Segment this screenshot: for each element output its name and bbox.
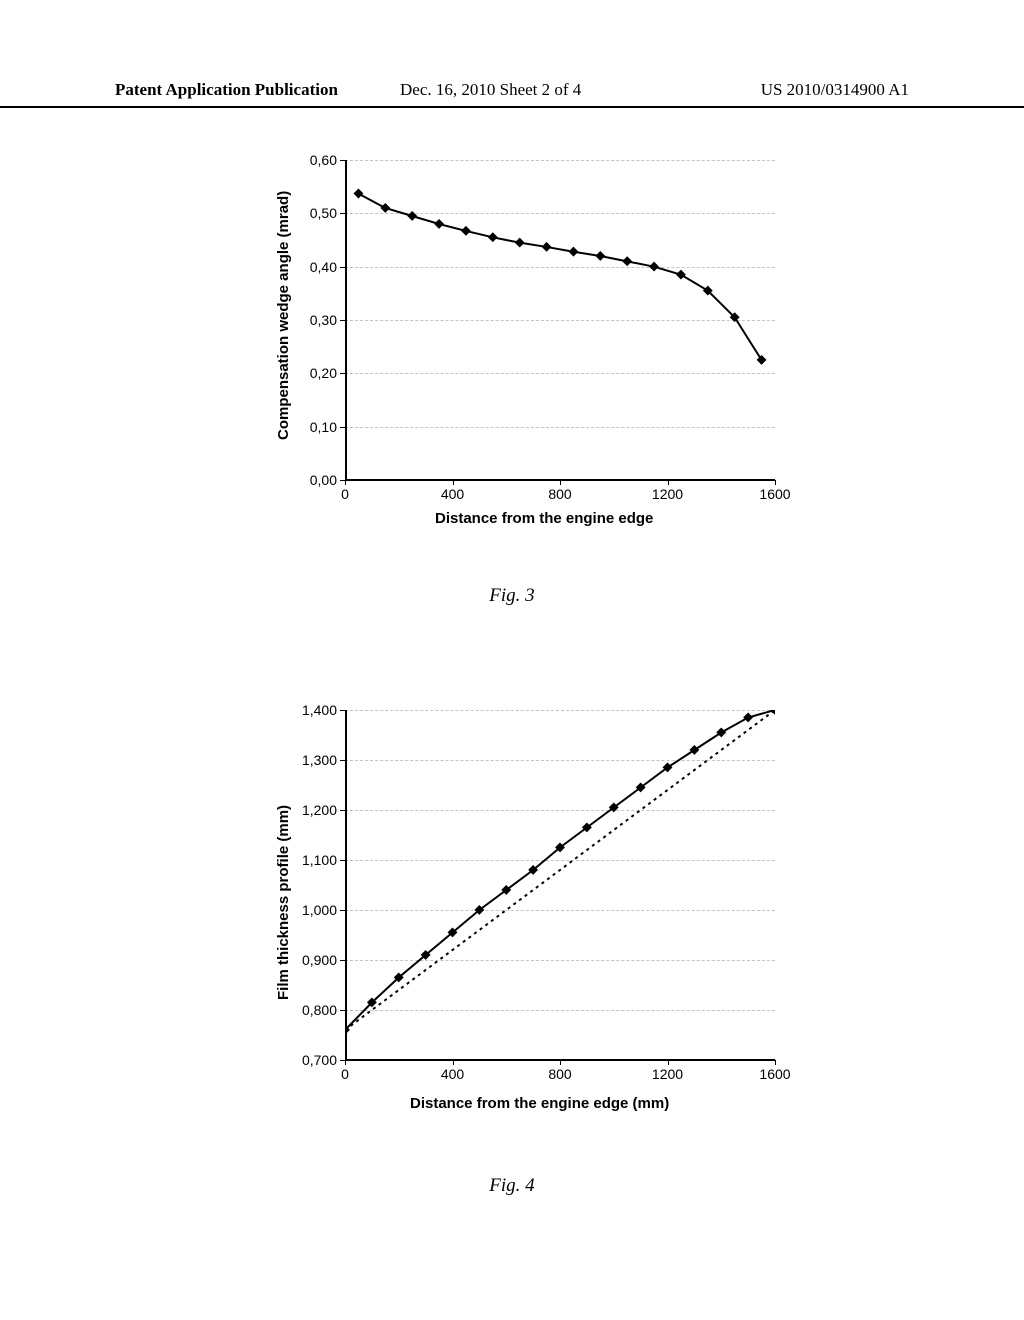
x-tick-mark	[345, 1060, 346, 1065]
x-tick-mark	[345, 480, 346, 485]
x-tick-mark	[560, 480, 561, 485]
x-tick-label: 0	[325, 1066, 365, 1082]
y-tick-label: 1,400	[287, 702, 337, 718]
y-tick-label: 0,60	[287, 152, 337, 168]
plot-svg	[345, 160, 775, 480]
diamond-marker	[434, 219, 444, 229]
x-tick-mark	[775, 480, 776, 485]
x-tick-label: 400	[433, 486, 473, 502]
diamond-marker	[622, 256, 632, 266]
fig4-plot-area: 0,7000,8000,9001,0001,1001,2001,3001,400…	[345, 710, 775, 1060]
x-tick-label: 800	[540, 486, 580, 502]
diamond-marker	[488, 232, 498, 242]
fig4-caption: Fig. 4	[0, 1175, 1024, 1197]
x-tick-mark	[775, 1060, 776, 1065]
y-tick-label: 0,40	[287, 259, 337, 275]
x-tick-mark	[668, 1060, 669, 1065]
diamond-marker	[515, 238, 525, 248]
x-tick-label: 1200	[648, 1066, 688, 1082]
y-tick-label: 0,50	[287, 205, 337, 221]
x-tick-label: 1600	[755, 1066, 795, 1082]
y-tick-label: 0,20	[287, 365, 337, 381]
page-header: Patent Application Publication Dec. 16, …	[0, 82, 1024, 108]
x-tick-mark	[453, 1060, 454, 1065]
x-tick-label: 1200	[648, 486, 688, 502]
y-tick-label: 1,300	[287, 752, 337, 768]
diamond-marker	[461, 226, 471, 236]
y-tick-label: 0,800	[287, 1002, 337, 1018]
fig3-xlabel: Distance from the engine edge	[435, 510, 653, 527]
page: Patent Application Publication Dec. 16, …	[0, 0, 1024, 1320]
series-line	[345, 710, 775, 1030]
diamond-marker	[676, 270, 686, 280]
x-tick-label: 800	[540, 1066, 580, 1082]
header-mid-text: Dec. 16, 2010 Sheet 2 of 4	[400, 80, 581, 100]
diamond-marker	[353, 189, 363, 199]
diamond-marker	[649, 262, 659, 272]
fig3-caption: Fig. 3	[0, 585, 1024, 607]
y-tick-label: 0,900	[287, 952, 337, 968]
x-tick-mark	[453, 480, 454, 485]
x-tick-mark	[560, 1060, 561, 1065]
diamond-marker	[568, 247, 578, 257]
header-left-text: Patent Application Publication	[115, 80, 338, 100]
x-tick-label: 0	[325, 486, 365, 502]
y-tick-label: 1,200	[287, 802, 337, 818]
y-tick-label: 1,000	[287, 902, 337, 918]
y-tick-label: 0,10	[287, 419, 337, 435]
plot-svg	[345, 710, 775, 1060]
x-tick-mark	[668, 480, 669, 485]
fig3-plot-area: 0,000,100,200,300,400,500,60040080012001…	[345, 160, 775, 480]
diamond-marker	[743, 712, 753, 722]
diamond-marker	[542, 242, 552, 252]
series-line	[358, 194, 761, 360]
header-right-text: US 2010/0314900 A1	[761, 80, 909, 100]
diamond-marker	[407, 211, 417, 221]
y-tick-label: 1,100	[287, 852, 337, 868]
diamond-marker	[757, 355, 767, 365]
y-tick-label: 0,30	[287, 312, 337, 328]
fig4-xlabel: Distance from the engine edge (mm)	[410, 1095, 669, 1112]
diamond-marker	[380, 203, 390, 213]
diamond-marker	[595, 251, 605, 261]
x-tick-label: 400	[433, 1066, 473, 1082]
x-tick-label: 1600	[755, 486, 795, 502]
